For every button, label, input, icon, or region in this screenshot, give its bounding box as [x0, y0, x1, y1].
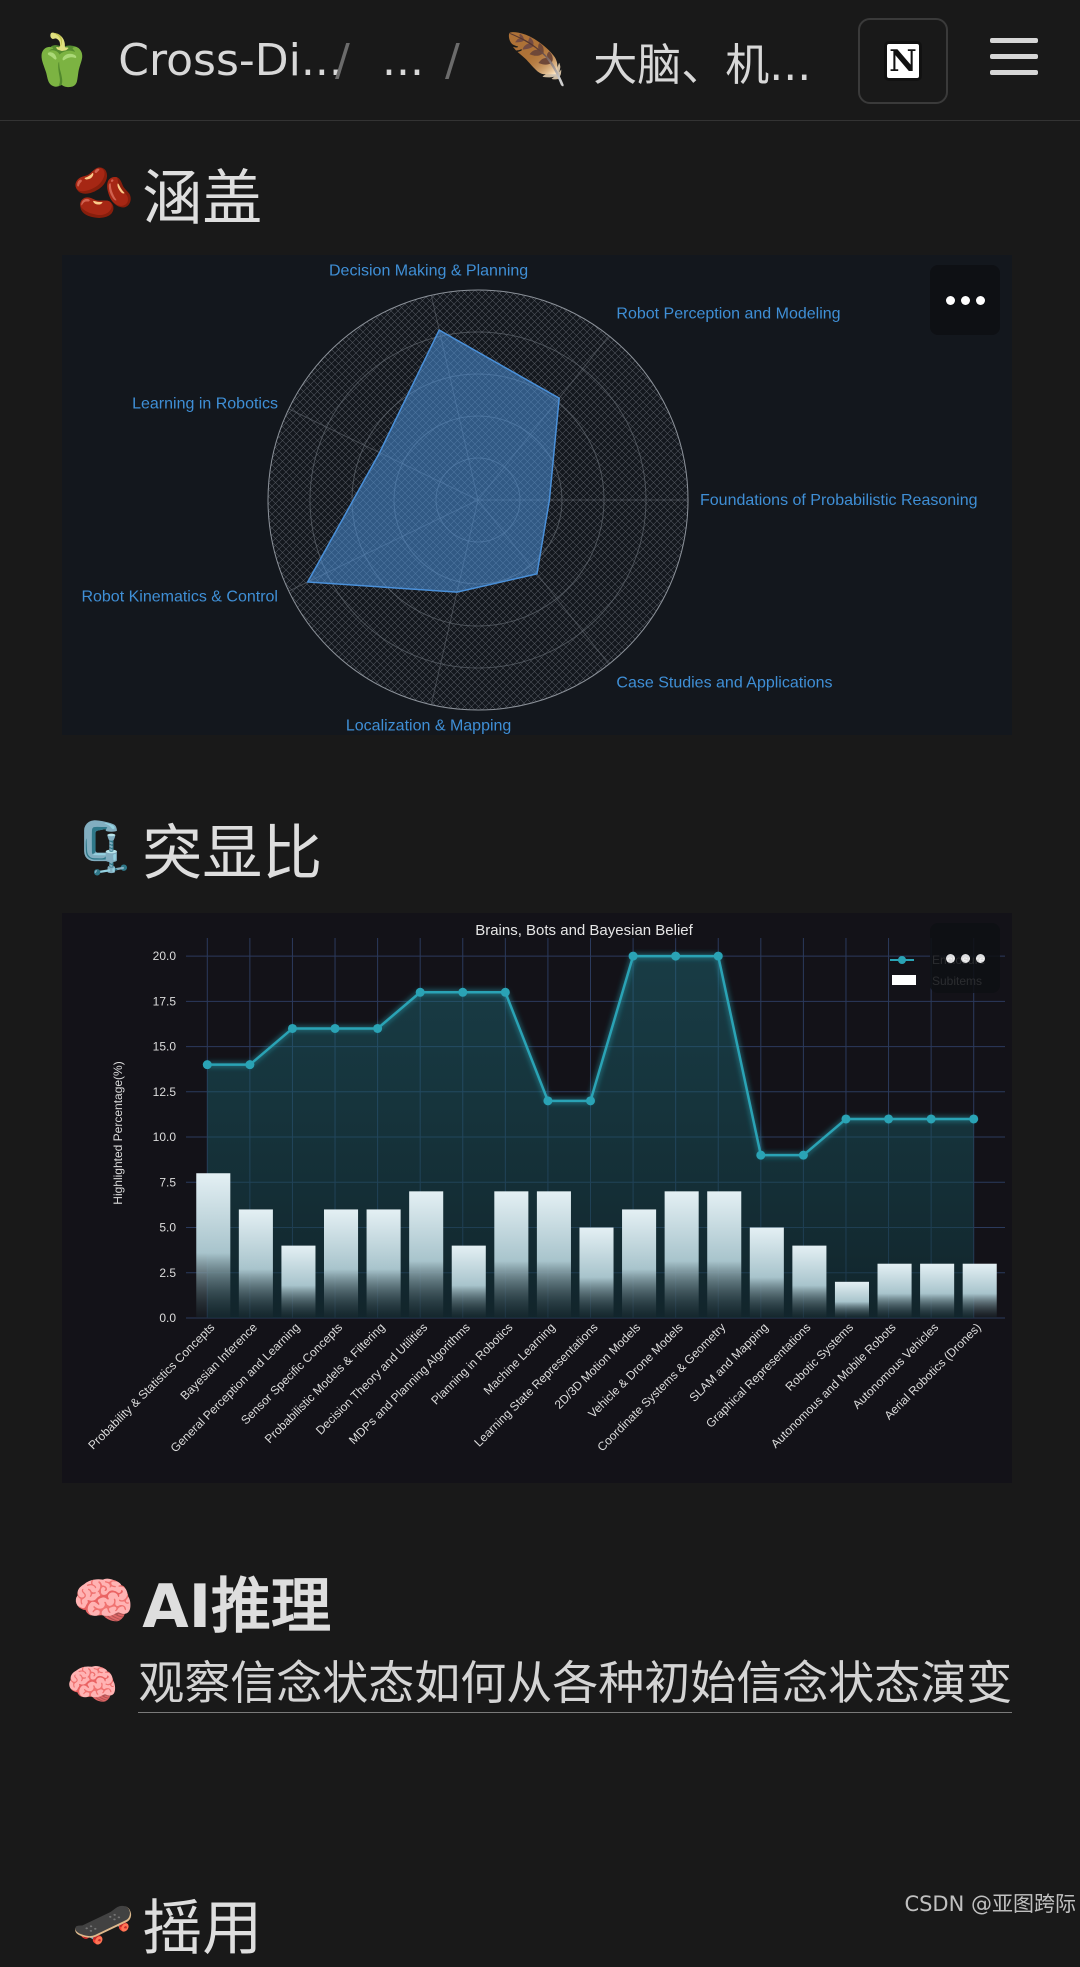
clamp-icon: 🗜️ [72, 819, 135, 877]
menu-icon[interactable] [990, 38, 1038, 84]
section-title: AI推理 [142, 1572, 332, 1642]
section-title: 突显比 [142, 819, 323, 889]
bar-subitems [920, 1263, 955, 1318]
bar-chart-panel: Brains, Bots and Bayesian Belief Highlig… [62, 913, 1012, 1483]
radar-axis-label: Case Studies and Applications [616, 675, 832, 692]
bar-subitems [451, 1245, 486, 1318]
y-tick-label: 12.5 [153, 1085, 177, 1099]
bar-subitems [494, 1191, 529, 1318]
bar-subitems [366, 1209, 401, 1318]
x-tick-label: Bayesian Inference [177, 1320, 260, 1403]
y-axis-label: Highlighted Percentage(%) [111, 1061, 125, 1204]
y-tick-label: 0.0 [159, 1311, 176, 1325]
y-tick-label: 17.5 [153, 994, 177, 1008]
radar-axis-label: Robot Perception and Modeling [616, 305, 840, 322]
bar-subitems [707, 1191, 742, 1318]
bar-subitems [579, 1227, 614, 1318]
chart-title: Brains, Bots and Bayesian Belief [475, 922, 693, 939]
enclosure-point [287, 1023, 297, 1033]
radar-axis-label: Decision Making & Planning [329, 263, 528, 280]
enclosure-point [202, 1060, 212, 1070]
breadcrumb-root[interactable]: 🫑 Cross-Di... [30, 0, 343, 121]
bar-subitems [409, 1191, 444, 1318]
bar-subitems [196, 1173, 231, 1318]
bar-subitems [877, 1263, 912, 1318]
radar-axis-label: Localization & Mapping [346, 717, 511, 734]
page-link[interactable]: 🧠 观察信念状态如何从各种初始信念状态演变 [66, 1648, 1026, 1720]
y-tick-label: 5.0 [159, 1221, 176, 1235]
x-tick-label: Planning in Robotics [428, 1320, 515, 1407]
bar-subitems [622, 1209, 657, 1318]
enclosure-point [500, 987, 510, 997]
breadcrumb-separator: / [445, 35, 460, 86]
bell-pepper-icon: 🫑 [30, 31, 93, 89]
enclosure-point [798, 1150, 808, 1160]
enclosure-point [458, 987, 468, 997]
brain-icon: 🧠 [72, 1572, 135, 1630]
radar-axis-label: Robot Kinematics & Control [81, 588, 278, 605]
y-tick-label: 15.0 [153, 1040, 177, 1054]
enclosure-point [628, 951, 638, 961]
bar-subitems [536, 1191, 571, 1318]
x-tick-label: SLAM and Mapping [687, 1320, 771, 1404]
feather-icon: 🪶 [505, 31, 568, 89]
notion-button[interactable]: N [858, 18, 948, 104]
breadcrumb-ellipsis[interactable]: ... [382, 35, 424, 86]
section-heading-salience: 🗜️ 突显比 [72, 805, 322, 892]
x-tick-label: Machine Learning [481, 1320, 558, 1397]
notion-icon: N [884, 41, 922, 81]
beans-icon: 🫘 [72, 164, 135, 222]
enclosure-point [671, 951, 681, 961]
brain-icon: 🧠 [66, 1660, 119, 1709]
enclosure-point [245, 1060, 255, 1070]
more-options-button[interactable] [930, 923, 1000, 993]
bar-subitems [664, 1191, 699, 1318]
radar-chart-panel: Foundations of Probabilistic Reasoning Ro… [62, 255, 1012, 735]
breadcrumb-current-label: 大脑、机... [593, 39, 812, 91]
enclosure-point [415, 987, 425, 997]
enclosure-point [373, 1023, 383, 1033]
enclosure-point [330, 1023, 340, 1033]
section-heading-ai: 🧠 AI推理 [72, 1558, 331, 1645]
enclosure-point [586, 1096, 595, 1106]
breadcrumb-separator: / [335, 35, 350, 86]
top-bar: 🫑 Cross-Di... / ... / 🪶 大脑、机... N [0, 0, 1080, 121]
bar-subitems [962, 1263, 997, 1318]
breadcrumb-current[interactable]: 🪶 大脑、机... [505, 0, 811, 121]
radar-axis-label: Learning in Robotics [132, 396, 278, 413]
bar-subitems [281, 1245, 316, 1318]
bar-subitems [323, 1209, 359, 1318]
bar-subitems [749, 1227, 784, 1318]
bar-subitems [792, 1245, 827, 1318]
bar-subitems [238, 1209, 273, 1318]
section-heading-coverage: 🫘 涵盖 [72, 150, 262, 237]
enclosure-point [756, 1150, 766, 1160]
breadcrumb-root-label: Cross-Di... [118, 35, 343, 86]
radar-polygon [306, 329, 560, 593]
enclosure-point [969, 1114, 979, 1124]
y-tick-label: 20.0 [153, 949, 177, 963]
enclosure-point [926, 1114, 936, 1124]
radar-chart: Foundations of Probabilistic Reasoning Ro… [81, 263, 978, 735]
enclosure-point [713, 951, 723, 961]
watermark: CSDN @亚图跨际 [904, 1892, 1076, 1916]
enclosure-point [884, 1114, 894, 1124]
y-tick-label: 10.0 [153, 1130, 177, 1144]
radar-axis-label: Foundations of Probabilistic Reasoning [700, 492, 978, 509]
enclosure-point [841, 1114, 851, 1124]
page-link-text: 观察信念状态如何从各种初始信念状态演变 [138, 1656, 1013, 1713]
bar-subitems [834, 1281, 870, 1318]
bar-line-chart: Brains, Bots and Bayesian Belief Highlig… [85, 922, 1005, 1455]
y-tick-label: 7.5 [159, 1175, 176, 1189]
legend-bar-swatch [892, 975, 916, 985]
more-options-button[interactable] [930, 265, 1000, 335]
section-title: 涵盖 [142, 164, 263, 234]
legend-line-marker [898, 956, 906, 964]
enclosure-point [543, 1096, 553, 1106]
y-tick-label: 2.5 [159, 1266, 176, 1280]
